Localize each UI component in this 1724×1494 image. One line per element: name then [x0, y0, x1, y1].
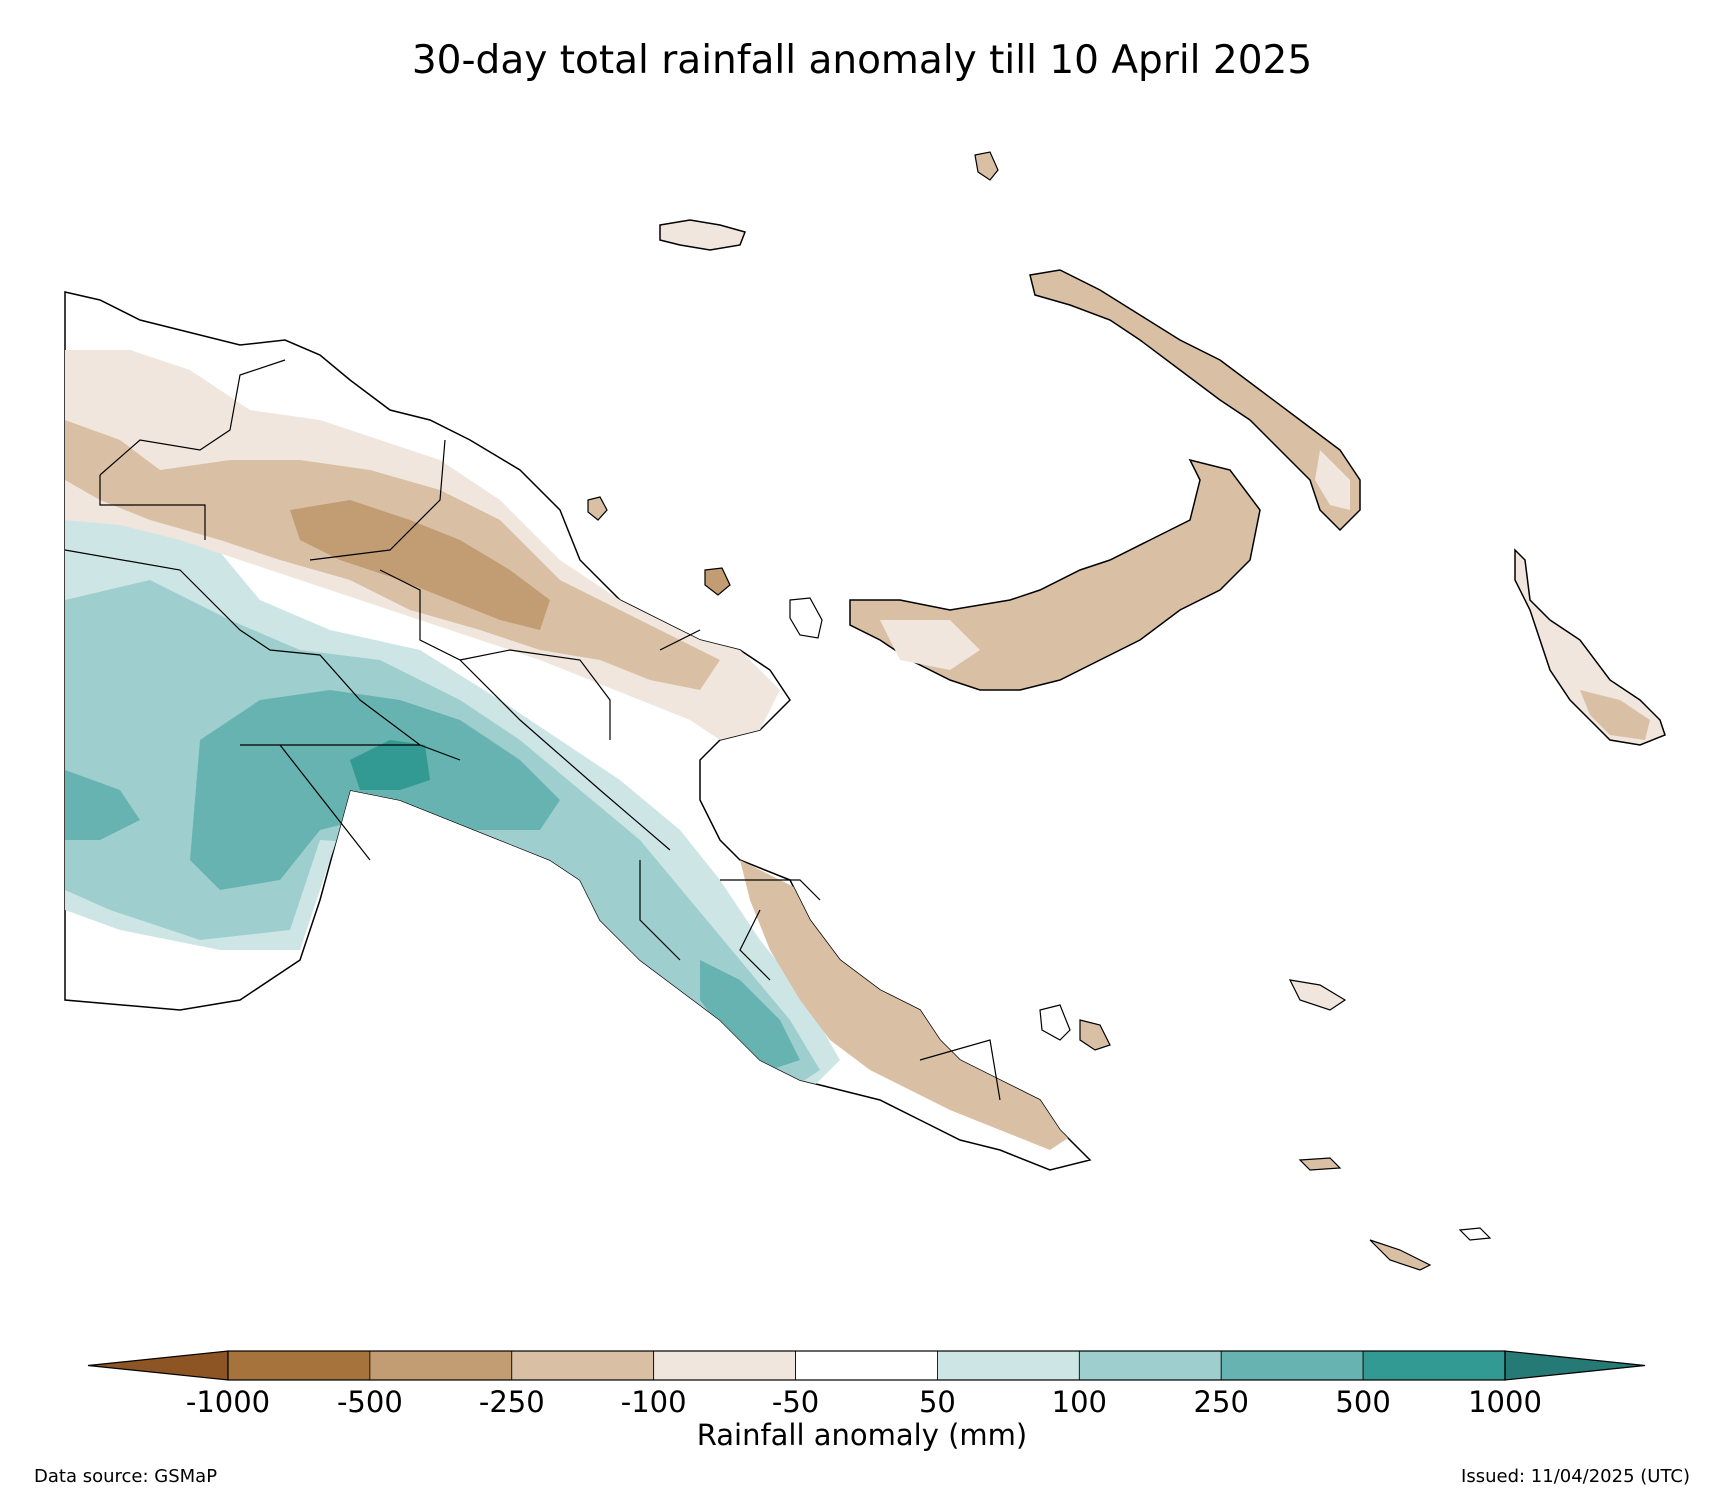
manus-island	[659, 219, 746, 251]
colorbar-tick-label: 500	[1335, 1385, 1391, 1419]
long-island	[704, 567, 731, 596]
colorbar-frame	[227, 1350, 1506, 1381]
milne-bay-island-2	[1079, 1019, 1111, 1051]
colorbar-tick-label: 1000	[1468, 1385, 1542, 1419]
wet-zone-500-1000	[350, 740, 430, 790]
wet-zone-250-500	[65, 690, 800, 1070]
trobriand-island	[1288, 979, 1347, 1011]
colorbar-bin	[511, 1350, 655, 1381]
new-britain-light-patch	[880, 620, 980, 670]
milne-bay-island-1	[1039, 1004, 1071, 1041]
colorbar-extend-low	[87, 1350, 229, 1381]
karkar-island	[587, 496, 608, 521]
map-title: 30-day total rainfall anomaly till 10 Ap…	[411, 38, 1313, 83]
bougainville-island	[1514, 548, 1666, 746]
colorbar-bin	[369, 1350, 513, 1381]
province-boundaries	[64, 359, 1001, 1101]
new-ireland-island	[1029, 269, 1361, 532]
colorbar-bin	[1362, 1350, 1506, 1381]
data-source-note: Data source: GSMaP	[34, 1466, 218, 1487]
rossel-island	[1458, 1227, 1492, 1241]
colorbar-label: Rainfall anomaly (mm)	[696, 1418, 1028, 1452]
issued-note: Issued: 11/04/2025 (UTC)	[1461, 1466, 1690, 1487]
colorbar-bin	[1078, 1350, 1222, 1381]
colorbar-bin	[795, 1350, 938, 1381]
colorbar-tick-label: -500	[336, 1385, 403, 1419]
colorbar-tick-label: -250	[478, 1385, 545, 1419]
colorbar-tick-label: -1000	[185, 1385, 271, 1419]
mussau-island	[974, 151, 999, 181]
colorbar-bin	[227, 1350, 371, 1381]
colorbar-bin	[1220, 1350, 1364, 1381]
louisiade-island-2	[1298, 1157, 1342, 1171]
dry-zone-250-500	[290, 500, 550, 630]
colorbar-tick-label: 50	[918, 1385, 956, 1419]
colorbar-extend-high	[1504, 1350, 1646, 1381]
umboi-island	[789, 597, 823, 639]
bougainville-dry-patch	[1580, 690, 1650, 740]
colorbar-tick-label: -100	[620, 1385, 687, 1419]
colorbar-tick-label: 250	[1193, 1385, 1249, 1419]
louisiade-island-1	[1369, 1239, 1432, 1271]
colorbar-tick-label: -50	[771, 1385, 820, 1419]
colorbar-bin	[937, 1350, 1080, 1381]
colorbar-tick-label: 100	[1051, 1385, 1108, 1419]
new-ireland-light	[1315, 450, 1350, 510]
colorbar-bin	[653, 1350, 796, 1381]
